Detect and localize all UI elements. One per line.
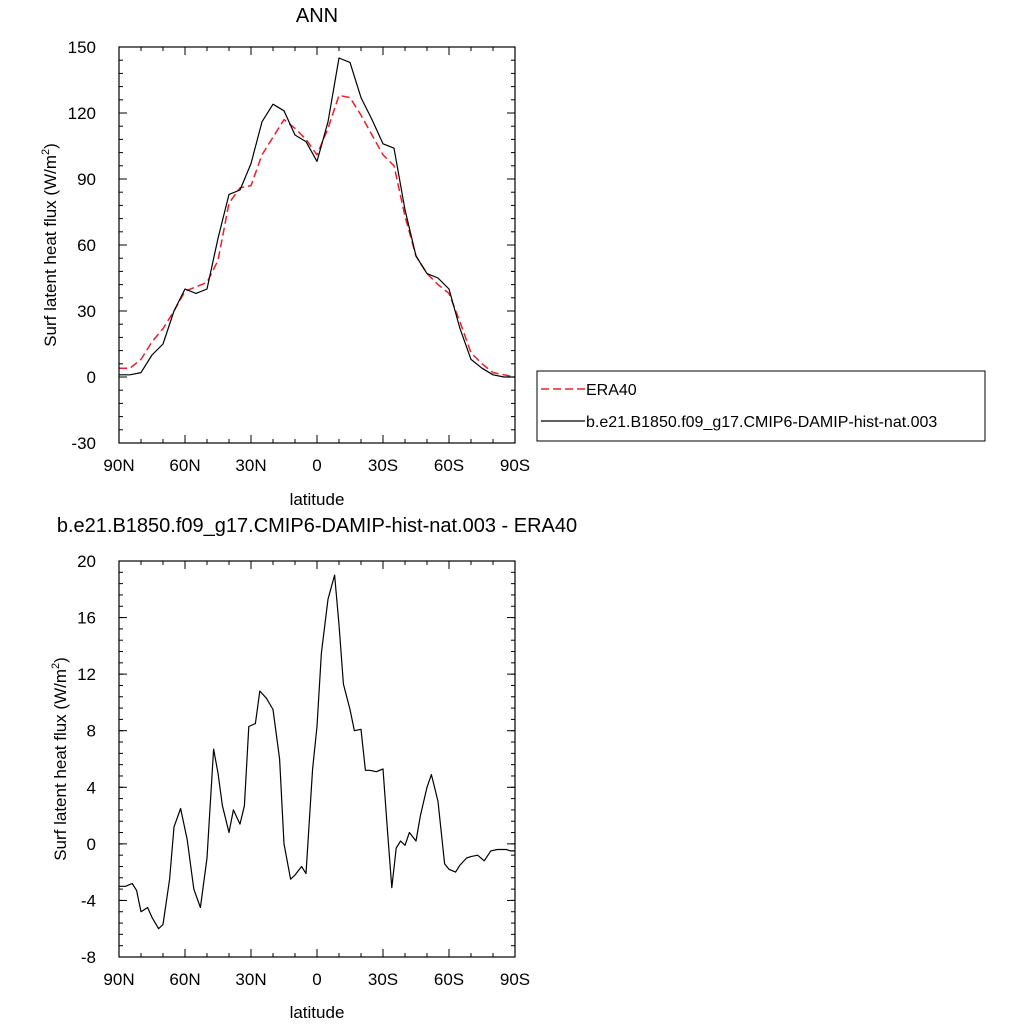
bottom-y-tick-label: 16 <box>77 609 96 628</box>
top-y-axis: -30 0 30 60 90 120 150 <box>68 38 515 453</box>
top-y-tick-label: -30 <box>71 434 96 453</box>
top-series-line-0 <box>119 94 516 378</box>
bottom-y-axis-label: Surf latent heat flux (W/m2) <box>50 657 70 861</box>
bottom-x-axis: 90N 60N 30N 0 30S 60S 90S <box>103 561 530 989</box>
bottom-y-tick-label: 4 <box>87 778 96 797</box>
bottom-y-tick-label: 20 <box>77 552 96 571</box>
legend-box <box>536 370 986 442</box>
top-panel: ANN 90N 60N 30N 0 30S 60S 90S -30 0 30 60 90 120 150… <box>40 5 530 509</box>
bottom-y-tick-label: -4 <box>81 891 96 910</box>
bottom-y-tick-label: 0 <box>87 835 96 854</box>
bottom-y-tick-label: 12 <box>77 665 96 684</box>
legend-era40-label: ERA40 <box>586 382 637 399</box>
top-x-tick-label: 60N <box>169 456 200 475</box>
legend-model-label: b.e21.B1850.f09_g17.CMIP6-DAMIP-hist-nat… <box>586 414 937 431</box>
bottom-x-tick-label: 30N <box>235 970 266 989</box>
bottom-x-tick-label: 30S <box>368 970 398 989</box>
top-y-tick-label: 30 <box>77 302 96 321</box>
top-plot-frame <box>118 46 516 444</box>
bottom-chart-title: b.e21.B1850.f09_g17.CMIP6-DAMIP-hist-nat… <box>57 515 577 537</box>
bottom-y-tick-label: 8 <box>87 722 96 741</box>
bottom-x-tick-label: 90S <box>500 970 530 989</box>
top-x-tick-label: 90N <box>103 456 134 475</box>
top-y-axis-label: Surf latent heat flux (W/m2) <box>40 143 60 347</box>
top-y-tick-label: 150 <box>68 38 96 57</box>
top-x-axis: 90N 60N 30N 0 30S 60S 90S <box>103 47 530 475</box>
bottom-x-tick-label: 60N <box>169 970 200 989</box>
bottom-x-tick-label: 60S <box>434 970 464 989</box>
top-x-tick-label: 30S <box>368 456 398 475</box>
bottom-series-line-0 <box>119 574 515 930</box>
top-x-axis-label: latitude <box>290 490 345 509</box>
legend: ERA40 b.e21.B1850.f09_g17.CMIP6-DAMIP-hi… <box>536 370 986 442</box>
top-y-tick-label: 120 <box>68 104 96 123</box>
top-chart-marks <box>119 57 516 378</box>
top-y-tick-label: 60 <box>77 236 96 255</box>
bottom-panel: b.e21.B1850.f09_g17.CMIP6-DAMIP-hist-nat… <box>50 515 577 1022</box>
bottom-plot-frame <box>118 560 516 958</box>
top-chart-title: ANN <box>296 5 338 27</box>
top-x-tick-label: 90S <box>500 456 530 475</box>
bottom-chart-marks <box>119 574 515 930</box>
top-y-tick-label: 90 <box>77 170 96 189</box>
top-x-tick-label: 60S <box>434 456 464 475</box>
bottom-x-tick-label: 0 <box>312 970 321 989</box>
bottom-y-tick-label: -8 <box>81 948 96 967</box>
top-x-tick-label: 0 <box>312 456 321 475</box>
top-x-tick-label: 30N <box>235 456 266 475</box>
bottom-x-axis-label: latitude <box>290 1003 345 1022</box>
bottom-y-axis: -8 -4 0 4 8 12 16 20 <box>77 552 515 967</box>
top-y-tick-label: 0 <box>87 368 96 387</box>
bottom-x-tick-label: 90N <box>103 970 134 989</box>
top-series-line-1 <box>119 57 515 378</box>
